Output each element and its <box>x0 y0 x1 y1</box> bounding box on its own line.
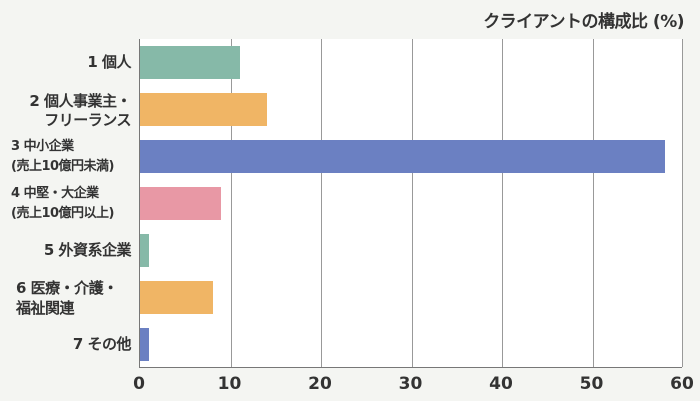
category-label-2-line2: フリーランス <box>44 111 131 129</box>
chart-title: クライアントの構成比 (%) <box>483 12 684 32</box>
category-label-4-line1: 4 中堅・大企業 <box>11 186 99 201</box>
category-label-6-line2: 福祉関連 <box>16 299 75 317</box>
plot-area <box>139 39 683 368</box>
gridline-20 <box>321 39 322 367</box>
bar-6 <box>140 281 214 314</box>
gridline-40 <box>502 39 503 367</box>
category-label-4-line2: (売上10億円以上) <box>11 206 114 221</box>
bar-5 <box>140 234 150 267</box>
category-label-2-line1: 2 個人事業主・ <box>29 92 131 110</box>
x-tick-60: 60 <box>670 374 694 394</box>
bar-4 <box>140 187 222 220</box>
gridline-10 <box>230 39 232 367</box>
category-label-3: 3 中小企業 (売上10億円未満) <box>11 137 114 177</box>
bar-7 <box>140 328 150 361</box>
category-label-7: 7 その他 <box>72 335 132 353</box>
category-label-3-line2: (売上10億円未満) <box>11 159 114 174</box>
category-label-6: 6 医療・介護・ 福祉関連 <box>16 278 118 318</box>
x-tick-30: 30 <box>398 374 423 394</box>
gridline-30 <box>411 39 413 367</box>
x-tick-0: 0 <box>133 374 145 394</box>
category-label-2: 2 個人事業主・ フリーランス <box>29 92 131 129</box>
category-label-5: 5 外資系企業 <box>43 241 132 259</box>
category-label-1: 1 個人 <box>87 53 131 71</box>
category-label-6-line1: 6 医療・介護・ <box>16 279 118 297</box>
gridline-50 <box>592 39 594 367</box>
x-tick-50: 50 <box>579 374 604 394</box>
gridline-60 <box>682 39 683 367</box>
category-label-4: 4 中堅・大企業 (売上10億円以上) <box>11 184 114 224</box>
x-tick-20: 20 <box>308 374 332 394</box>
x-tick-10: 10 <box>217 374 242 394</box>
bar-1 <box>140 46 240 79</box>
bar-2 <box>140 93 267 126</box>
x-tick-40: 40 <box>489 374 513 394</box>
category-label-3-line1: 3 中小企業 <box>11 139 74 154</box>
bar-3 <box>140 140 665 173</box>
